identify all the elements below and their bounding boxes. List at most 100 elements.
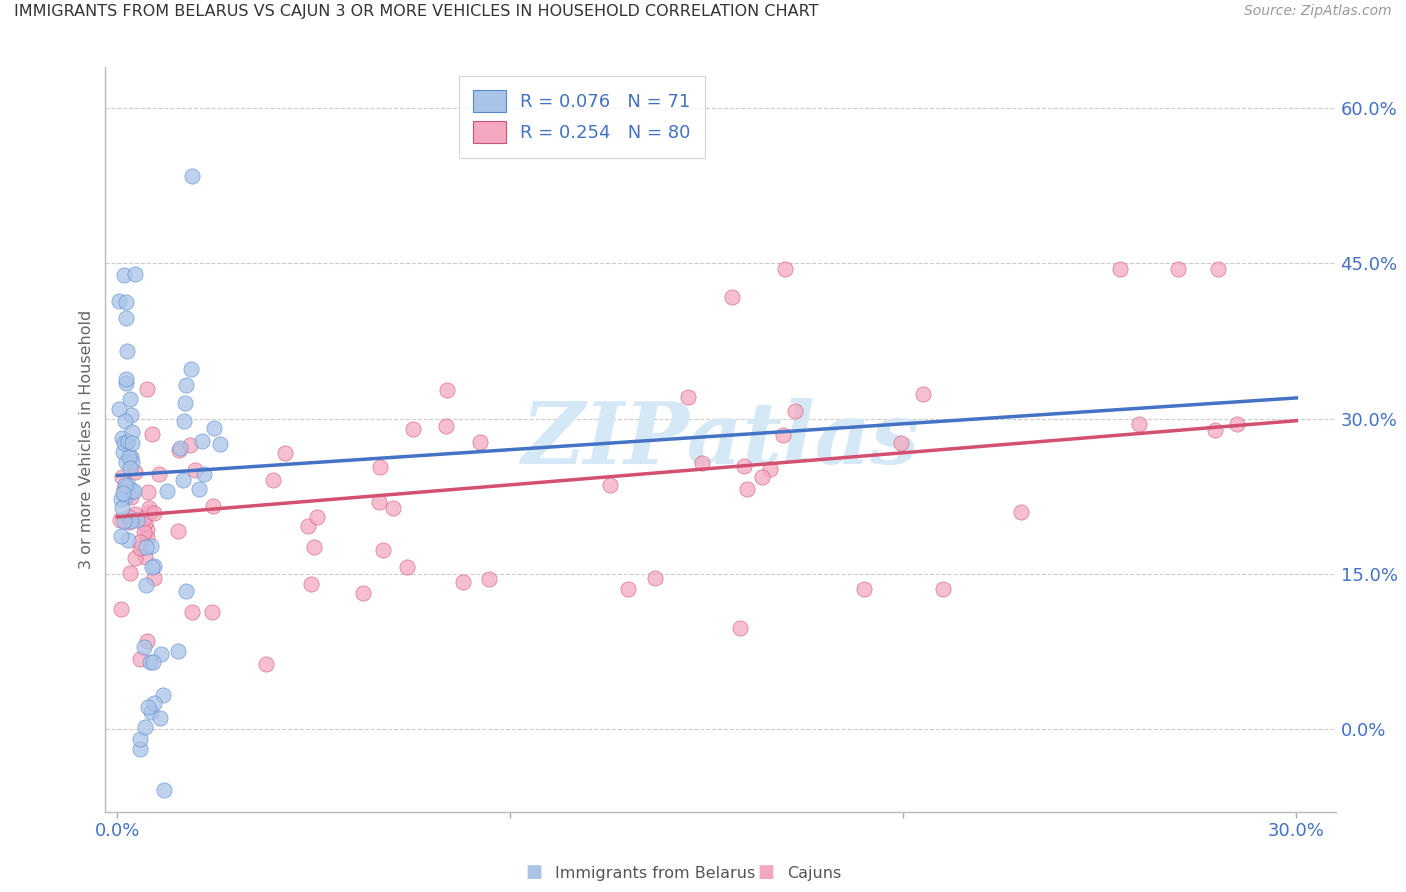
Point — [853, 582, 876, 597]
Text: Cajuns: Cajuns — [787, 866, 842, 881]
Point — [772, 428, 794, 442]
Point — [111, 470, 134, 484]
Point — [135, 578, 157, 592]
Point — [1167, 261, 1189, 276]
Point — [110, 491, 132, 506]
Point — [114, 490, 136, 504]
Point — [114, 455, 136, 469]
Point — [141, 539, 163, 553]
Point — [135, 634, 157, 648]
Point — [132, 511, 155, 525]
Point — [120, 514, 142, 528]
Point — [112, 268, 135, 283]
Point — [1206, 261, 1229, 276]
Point — [759, 462, 782, 476]
Point — [114, 414, 136, 428]
Point — [783, 404, 806, 418]
Point — [371, 543, 394, 558]
Point — [121, 425, 143, 440]
Point — [202, 499, 225, 513]
Point — [254, 657, 277, 671]
Point — [122, 484, 145, 499]
Point — [193, 467, 215, 481]
Point — [1226, 417, 1249, 431]
Point — [299, 576, 322, 591]
Point — [115, 310, 138, 325]
Point — [728, 621, 751, 635]
Point — [676, 390, 699, 404]
Point — [118, 392, 141, 406]
Point — [115, 435, 138, 450]
Point — [115, 479, 138, 493]
Point — [117, 478, 139, 492]
Point — [191, 434, 214, 448]
Point — [166, 644, 188, 658]
Point — [692, 457, 714, 471]
Point — [139, 706, 162, 720]
Point — [121, 483, 143, 498]
Point — [118, 566, 141, 580]
Point — [110, 529, 132, 543]
Point — [121, 450, 143, 464]
Point — [911, 387, 934, 401]
Point — [434, 418, 457, 433]
Point — [179, 438, 201, 452]
Point — [367, 494, 389, 508]
Text: IMMIGRANTS FROM BELARUS VS CAJUN 3 OR MORE VEHICLES IN HOUSEHOLD CORRELATION CHA: IMMIGRANTS FROM BELARUS VS CAJUN 3 OR MO… — [14, 4, 818, 20]
Point — [174, 396, 197, 410]
Point — [128, 652, 150, 666]
Point — [114, 478, 136, 492]
Point — [118, 515, 141, 529]
Point — [304, 540, 326, 554]
Text: ■: ■ — [526, 863, 543, 881]
Point — [262, 474, 284, 488]
Text: Source: ZipAtlas.com: Source: ZipAtlas.com — [1244, 4, 1392, 19]
Point — [118, 461, 141, 475]
Point — [201, 605, 224, 619]
Point — [436, 384, 458, 398]
Point — [153, 783, 176, 797]
Point — [141, 560, 163, 574]
Point — [115, 372, 138, 386]
Point — [733, 458, 755, 473]
Point — [202, 421, 225, 435]
Point — [118, 450, 141, 464]
Point — [174, 378, 197, 392]
Point — [1128, 417, 1150, 431]
Point — [180, 362, 202, 376]
Point — [134, 720, 156, 734]
Point — [167, 524, 190, 538]
Point — [478, 572, 501, 586]
Point — [735, 482, 758, 496]
Point — [108, 513, 131, 527]
Point — [112, 486, 135, 500]
Point — [468, 434, 491, 449]
Point — [1204, 423, 1226, 437]
Point — [115, 344, 138, 359]
Point — [368, 460, 391, 475]
Point — [112, 435, 135, 450]
Point — [644, 571, 666, 585]
Point — [134, 549, 156, 564]
Point — [111, 500, 134, 515]
Point — [890, 435, 912, 450]
Point — [132, 640, 155, 655]
Point — [352, 585, 374, 599]
Point — [181, 605, 204, 619]
Point — [751, 469, 773, 483]
Point — [274, 446, 297, 460]
Point — [451, 575, 474, 590]
Point — [112, 482, 135, 496]
Point — [149, 711, 172, 725]
Point — [135, 540, 157, 554]
Point — [167, 442, 190, 457]
Point — [136, 485, 159, 500]
Point — [617, 582, 640, 597]
Point — [124, 267, 146, 281]
Point — [111, 431, 134, 445]
Point — [931, 582, 953, 597]
Point — [149, 647, 172, 661]
Text: ■: ■ — [758, 863, 775, 881]
Point — [1010, 505, 1032, 519]
Point — [129, 534, 152, 549]
